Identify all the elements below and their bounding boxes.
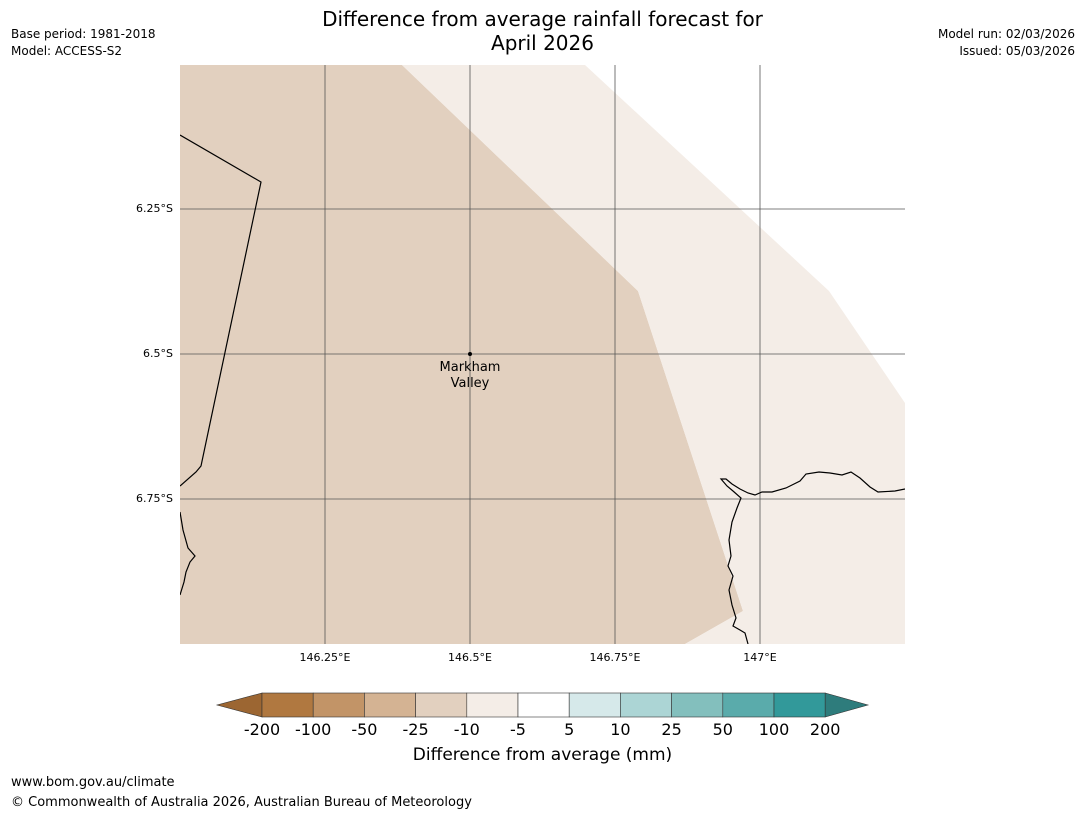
colorbar-segment bbox=[415, 692, 468, 718]
lon-tick-146-5: 146.5°E bbox=[448, 651, 492, 664]
colorbar-segment bbox=[466, 692, 519, 718]
colorbar-label: 50 bbox=[712, 720, 733, 739]
admin-boundary bbox=[180, 134, 262, 487]
place-marker bbox=[468, 352, 472, 356]
place-label-line1: Markham bbox=[439, 360, 501, 375]
map-title: Difference from average rainfall forecas… bbox=[0, 7, 1085, 55]
colorbar-segment bbox=[517, 692, 570, 718]
colorbar-label: 25 bbox=[661, 720, 682, 739]
footer-url: www.bom.gov.au/climate bbox=[11, 775, 175, 790]
colorbar-segment bbox=[312, 692, 365, 718]
colorbar-title: Difference from average (mm) bbox=[412, 745, 673, 765]
graticule bbox=[180, 65, 905, 644]
place-label: Markham Valley bbox=[420, 360, 520, 392]
lat-tick-6-75: 6.75°S bbox=[136, 492, 173, 505]
colorbar-segment bbox=[261, 692, 314, 718]
place-label-line2: Valley bbox=[450, 376, 490, 391]
colorbar-segment bbox=[671, 692, 724, 718]
colorbar-segment bbox=[620, 692, 672, 718]
colorbar-segment bbox=[568, 692, 621, 718]
base-period: Base period: 1981-2018 bbox=[11, 27, 156, 41]
colorbar-segment bbox=[773, 692, 826, 718]
map-title-line1: Difference from average rainfall forecas… bbox=[322, 7, 763, 31]
map-title-line2: April 2026 bbox=[491, 31, 594, 55]
coastline-east bbox=[719, 471, 905, 644]
coastline-borders bbox=[180, 134, 905, 644]
colorbar-label: 200 bbox=[809, 720, 841, 739]
colorbar-segment bbox=[364, 692, 416, 718]
colorbar-label: -5 bbox=[510, 720, 526, 739]
colorbar-segments bbox=[215, 692, 870, 718]
colorbar-label: -100 bbox=[295, 720, 332, 739]
lon-tick-146-75: 146.75°E bbox=[589, 651, 641, 664]
model-run: Model run: 02/03/2026 bbox=[937, 27, 1075, 41]
lon-tick-146-25: 146.25°E bbox=[299, 651, 351, 664]
lat-tick-6-5: 6.5°S bbox=[143, 347, 173, 360]
colorbar-label: -10 bbox=[453, 720, 480, 739]
issued-date: Issued: 05/03/2026 bbox=[959, 44, 1075, 58]
coastline-west bbox=[180, 511, 196, 596]
model-name: Model: ACCESS-S2 bbox=[11, 44, 123, 58]
colorbar-arrow-right bbox=[824, 692, 870, 718]
colorbar-arrow-left bbox=[215, 692, 263, 718]
colorbar-segment bbox=[722, 692, 775, 718]
colorbar-label: 5 bbox=[564, 720, 575, 739]
lat-tick-6-25: 6.25°S bbox=[136, 202, 173, 215]
meta-right: Model run: 02/03/2026 Issued: 05/03/2026 bbox=[938, 26, 1075, 60]
colorbar-label: 10 bbox=[610, 720, 631, 739]
colorbar-label: -50 bbox=[351, 720, 378, 739]
colorbar-label: 100 bbox=[758, 720, 790, 739]
footer-copyright: © Commonwealth of Australia 2026, Austra… bbox=[11, 795, 472, 810]
colorbar-label: -25 bbox=[402, 720, 429, 739]
lon-tick-147: 147°E bbox=[743, 651, 777, 664]
colorbar-label: -200 bbox=[243, 720, 281, 739]
meta-left: Base period: 1981-2018 Model: ACCESS-S2 bbox=[11, 26, 156, 60]
